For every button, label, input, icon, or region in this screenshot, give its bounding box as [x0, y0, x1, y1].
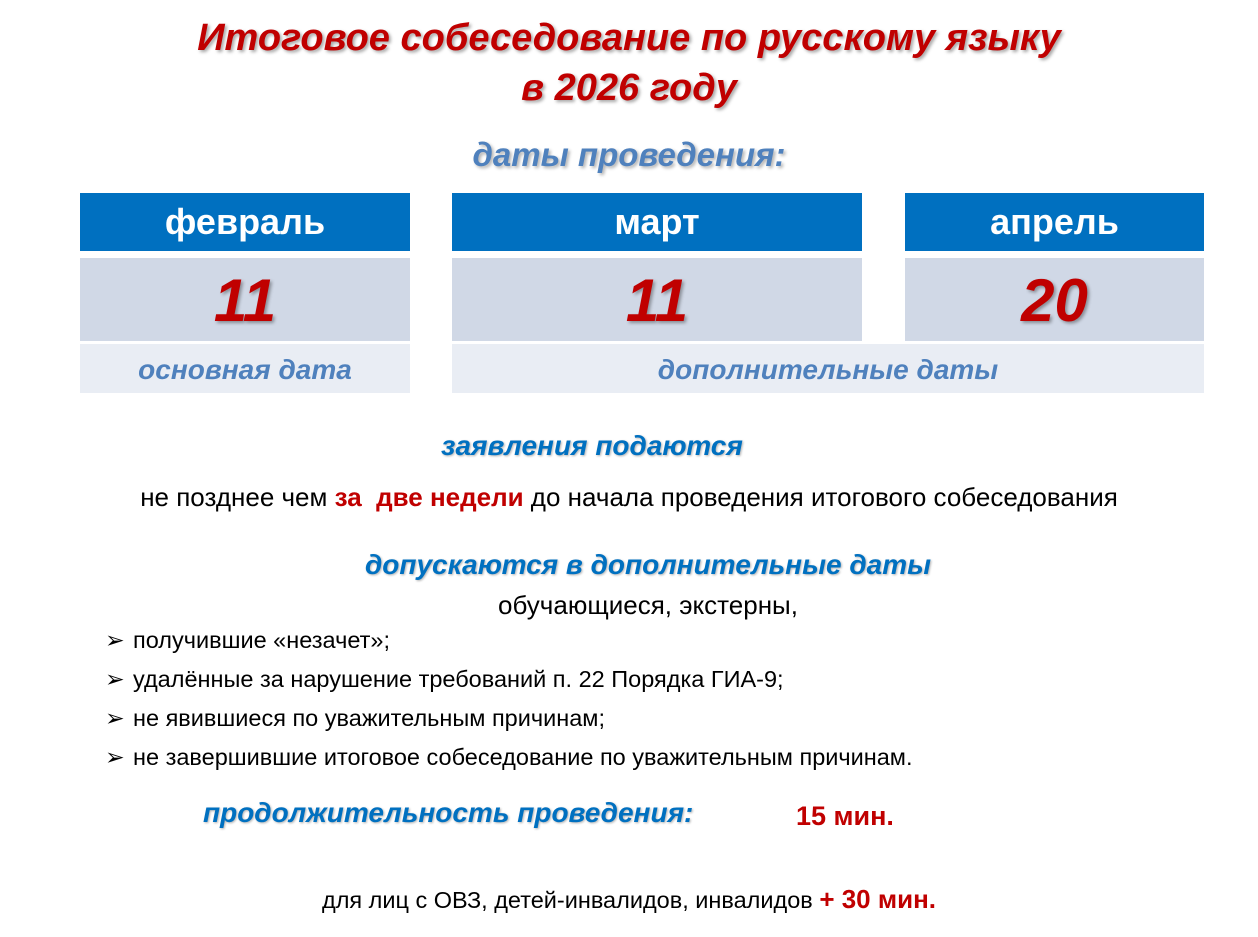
duration-value: 15 мин. [796, 801, 894, 831]
applications-heading: заявления подаются [441, 430, 743, 461]
admitted-heading: допускаются в дополнительные даты [364, 549, 932, 580]
arrowhead-right-icon: ➢ [105, 705, 125, 731]
title-line-2: в 2026 году [521, 67, 737, 109]
month-march: март [452, 193, 862, 251]
list-item-text: не завершившие итоговое собеседование по… [133, 744, 913, 770]
list-item: ➢ получившие «незачет»; [105, 626, 390, 654]
duration-label: продолжительность проведения: [203, 797, 694, 828]
arrowhead-right-icon: ➢ [105, 666, 125, 692]
text: до начала проведения итогового собеседов… [523, 482, 1118, 512]
additional-dates-label: дополнительные даты [452, 344, 1204, 393]
highlight: за [334, 482, 362, 512]
title-line-1: Итоговое собеседование по русскому языку [197, 17, 1061, 59]
month-february: февраль [80, 193, 410, 251]
day-april: 20 [905, 258, 1204, 341]
admitted-intro: обучающиеся, экстерны, [498, 590, 798, 620]
extra-value: + 30 мин. [819, 884, 937, 914]
day-february: 11 [80, 258, 410, 341]
arrowhead-right-icon: ➢ [105, 627, 125, 653]
day-march: 11 [452, 258, 862, 341]
highlight: две недели [376, 482, 524, 512]
list-item: ➢ не явившиеся по уважительным причинам; [105, 704, 605, 732]
list-item-text: получившие «незачет»; [133, 627, 390, 653]
list-item-text: удалённые за нарушение требований п. 22 … [133, 666, 784, 692]
text: не позднее чем [140, 482, 335, 512]
list-item-text: не явившиеся по уважительным причинам; [133, 705, 605, 731]
month-april: апрель [905, 193, 1204, 251]
list-item: ➢ не завершившие итоговое собеседование п… [105, 743, 913, 771]
arrowhead-right-icon: ➢ [105, 744, 125, 770]
applications-text: не позднее чем за две недели до начала п… [0, 482, 1258, 513]
list-item: ➢ удалённые за нарушение требований п. 22… [105, 665, 784, 693]
main-date-label: основная дата [80, 344, 410, 393]
extra-time: для лиц с ОВЗ, детей-инвалидов, инвалидо… [0, 884, 1258, 915]
dates-heading: даты проведения: [472, 136, 786, 173]
extra-text: для лиц с ОВЗ, детей-инвалидов, инвалидо… [321, 887, 820, 913]
